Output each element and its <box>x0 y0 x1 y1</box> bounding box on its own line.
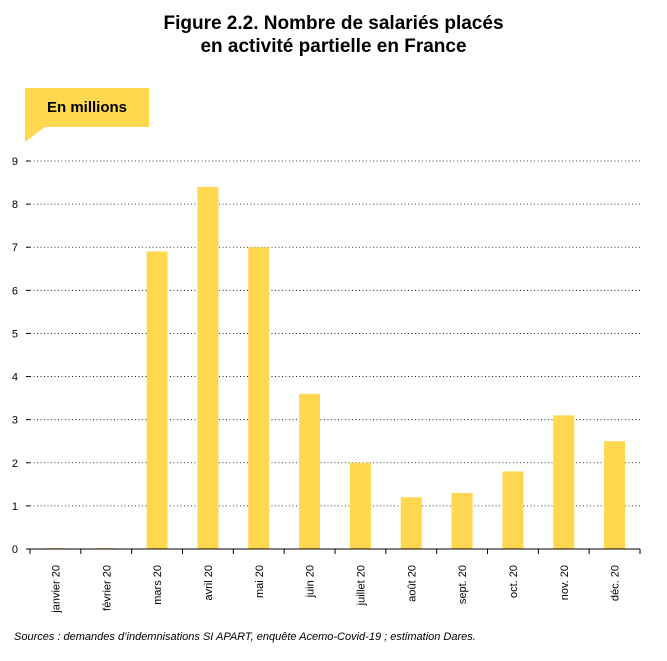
bar <box>451 492 473 549</box>
x-tick-label: déc. 20 <box>610 565 622 601</box>
unit-badge <box>25 88 149 127</box>
y-tick-label: 5 <box>12 328 18 340</box>
y-tick-label: 6 <box>12 285 18 297</box>
x-tick-label: mai 20 <box>254 565 266 598</box>
bar <box>553 415 575 549</box>
y-tick-label: 9 <box>12 156 18 168</box>
x-tick-label: mars 20 <box>152 565 164 605</box>
source-note: Sources : demandes d’indemnisations SI A… <box>14 631 476 643</box>
y-tick-label: 7 <box>12 242 18 254</box>
y-tick-label: 3 <box>12 415 18 427</box>
y-tick-label: 8 <box>12 199 18 211</box>
y-tick-label: 4 <box>12 372 18 384</box>
bar <box>604 441 626 549</box>
x-tick-label: nov. 20 <box>559 565 571 600</box>
x-tick-label: août 20 <box>406 565 418 602</box>
bar <box>299 393 321 549</box>
x-tick-label: avril 20 <box>203 565 215 600</box>
x-tick-label: janvier 20 <box>50 565 62 614</box>
title-line-2: en activité partielle en France <box>200 36 467 57</box>
chart-title: Figure 2.2. Nombre de salariés placés en… <box>0 12 667 58</box>
x-tick-label: juin 20 <box>305 565 317 598</box>
bar <box>400 497 422 549</box>
unit-label: En millions <box>46 99 127 116</box>
bar <box>248 247 270 549</box>
bar <box>197 186 219 549</box>
y-tick-label: 2 <box>12 458 18 470</box>
bar <box>502 471 524 549</box>
x-tick-label: oct. 20 <box>508 565 520 598</box>
y-tick-label: 1 <box>12 501 18 513</box>
bar <box>349 462 371 549</box>
title-line-1: Figure 2.2. Nombre de salariés placés <box>163 13 504 34</box>
y-tick-label: 0 <box>12 544 18 556</box>
x-tick-label: sept. 20 <box>457 565 469 604</box>
x-tick-label: juillet 20 <box>355 565 367 606</box>
x-tick-label: février 20 <box>101 565 113 611</box>
bar <box>146 251 168 550</box>
unit-badge-tail <box>25 127 45 142</box>
